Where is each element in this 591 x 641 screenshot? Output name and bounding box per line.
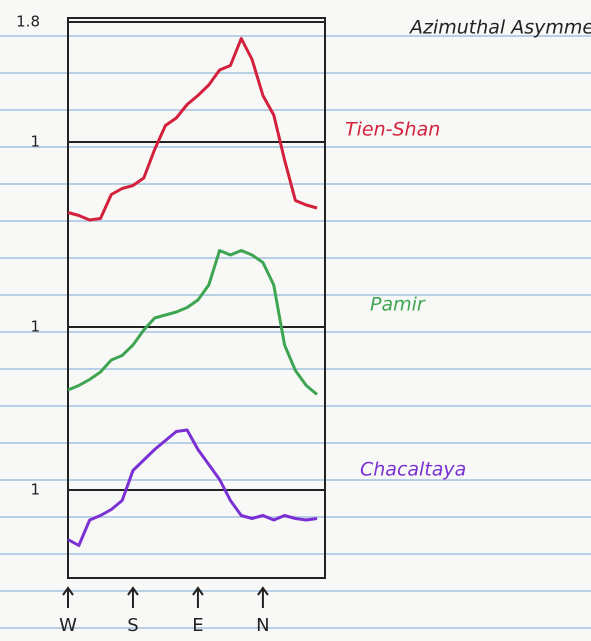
data-line	[68, 251, 317, 395]
x-tick-label: S	[127, 615, 138, 636]
series-label: Pamir	[370, 294, 426, 316]
x-tick-arrow	[258, 588, 268, 608]
data-line	[68, 430, 317, 546]
series-label: Chacaltaya	[360, 459, 466, 481]
y-tick-label: 1.8	[16, 13, 40, 31]
x-tick-arrow	[193, 588, 203, 608]
x-tick-label: N	[256, 615, 269, 636]
x-tick-label: W	[59, 615, 77, 636]
y-tick-label: 1	[30, 318, 40, 336]
series-label: Tien-Shan	[345, 119, 440, 141]
paper: Azimuthal Asymmetry 1 1.8 Tien-Shan 1 Pamir 1…	[0, 0, 591, 641]
x-tick-label: E	[192, 615, 203, 636]
y-tick-label: 1	[30, 481, 40, 499]
x-tick-arrow	[128, 588, 138, 608]
y-tick-label: 1	[30, 133, 40, 151]
chart: Azimuthal Asymmetry 1 1.8 Tien-Shan 1 Pamir 1…	[0, 0, 591, 641]
data-line	[68, 39, 317, 221]
chart-title: Azimuthal Asymmetry	[408, 17, 591, 39]
plot-frame	[68, 18, 325, 578]
x-tick-arrow	[63, 588, 73, 608]
